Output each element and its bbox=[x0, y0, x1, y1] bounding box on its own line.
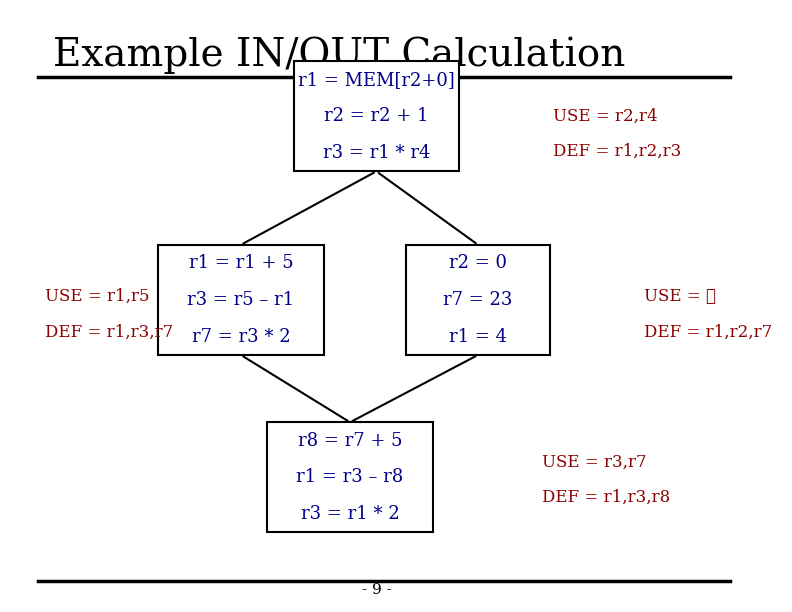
Text: r8 = r7 + 5: r8 = r7 + 5 bbox=[298, 431, 402, 450]
Text: r7 = 23: r7 = 23 bbox=[444, 291, 512, 309]
Text: - 9 -: - 9 - bbox=[361, 583, 391, 597]
Text: DEF = r1,r2,r3: DEF = r1,r2,r3 bbox=[554, 143, 682, 160]
Text: r1 = r3 – r8: r1 = r3 – r8 bbox=[296, 468, 404, 487]
Text: r1 = 4: r1 = 4 bbox=[449, 327, 507, 346]
Text: DEF = r1,r3,r7: DEF = r1,r3,r7 bbox=[45, 324, 173, 341]
FancyBboxPatch shape bbox=[294, 61, 459, 171]
Text: USE = ∅: USE = ∅ bbox=[644, 288, 716, 305]
Text: r3 = r5 – r1: r3 = r5 – r1 bbox=[188, 291, 295, 309]
Text: r7 = r3 * 2: r7 = r3 * 2 bbox=[192, 327, 290, 346]
FancyBboxPatch shape bbox=[158, 245, 324, 355]
FancyBboxPatch shape bbox=[406, 245, 550, 355]
Text: DEF = r1,r2,r7: DEF = r1,r2,r7 bbox=[644, 324, 772, 341]
Text: r1 = r1 + 5: r1 = r1 + 5 bbox=[188, 254, 293, 272]
Text: r2 = 0: r2 = 0 bbox=[449, 254, 507, 272]
Text: r3 = r1 * 2: r3 = r1 * 2 bbox=[301, 505, 399, 523]
Text: r3 = r1 * r4: r3 = r1 * r4 bbox=[322, 144, 430, 162]
Text: USE = r3,r7: USE = r3,r7 bbox=[542, 453, 646, 471]
Text: USE = r2,r4: USE = r2,r4 bbox=[554, 108, 658, 125]
Text: DEF = r1,r3,r8: DEF = r1,r3,r8 bbox=[542, 489, 670, 506]
Text: Example IN/OUT Calculation: Example IN/OUT Calculation bbox=[53, 37, 625, 74]
Text: USE = r1,r5: USE = r1,r5 bbox=[45, 288, 150, 305]
Text: r1 = MEM[r2+0]: r1 = MEM[r2+0] bbox=[298, 70, 455, 89]
Text: r2 = r2 + 1: r2 = r2 + 1 bbox=[324, 107, 428, 125]
FancyBboxPatch shape bbox=[267, 422, 433, 532]
